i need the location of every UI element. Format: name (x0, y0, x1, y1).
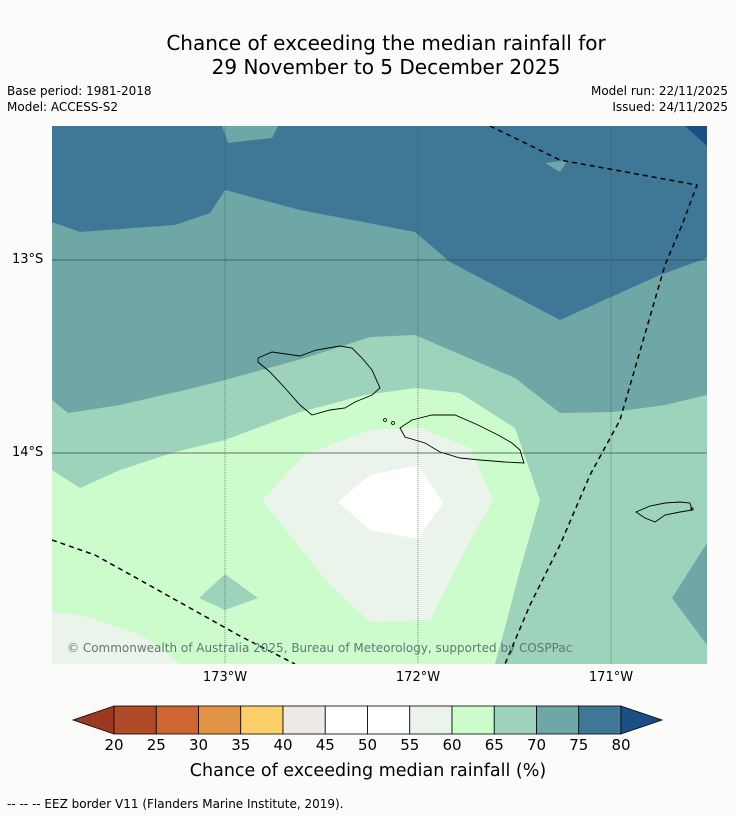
colorbar-tick-label: 35 (231, 736, 251, 754)
model-name: Model: ACCESS-S2 (7, 100, 119, 114)
island-savaii (257, 345, 381, 416)
colorbar-segment (536, 705, 580, 735)
model-run: Model run: 22/11/2025 (590, 84, 728, 98)
colorbar-segment (409, 705, 453, 735)
colorbar-tick-label: 25 (146, 736, 166, 754)
colorbar-segment (367, 705, 411, 735)
colorbar-tick-label: 60 (442, 736, 462, 754)
band-80plus (685, 126, 707, 146)
band-75-80-patch (222, 126, 278, 143)
lon-label-171w: 171°W (588, 670, 634, 685)
island-apolima (383, 418, 387, 422)
colorbar-segment (493, 705, 537, 735)
band-70-75-patch (545, 160, 568, 172)
colorbar-segment (324, 705, 368, 735)
band-55-60-corner (52, 612, 180, 664)
colorbar-extend-low (71, 705, 115, 735)
colorbar-tick-label: 50 (357, 736, 378, 754)
meta-left: Base period: 1981-2018 Model: ACCESS-S2 (7, 83, 152, 115)
map-title: Chance of exceeding the median rainfall … (0, 31, 736, 79)
colorbar-extend-high (620, 705, 664, 735)
lon-label-173w: 173°W (202, 670, 248, 685)
copyright-notice: © Commonwealth of Australia 2025, Bureau… (67, 641, 573, 655)
issued-date: Issued: 24/11/2025 (612, 100, 728, 114)
colorbar (71, 705, 664, 735)
colorbar-segment (155, 705, 199, 735)
colorbar-segment (198, 705, 242, 735)
colorbar-tick-label: 55 (400, 736, 420, 754)
colorbar-segment (451, 705, 495, 735)
colorbar-label: Chance of exceeding median rainfall (%) (189, 761, 547, 781)
colorbar-segment (113, 705, 157, 735)
island-manono (391, 421, 395, 425)
lat-label-13s: 13°S (12, 252, 44, 267)
colorbar-tick-label: 65 (484, 736, 504, 754)
colorbar-tick-label: 20 (104, 736, 124, 754)
colorbar-segment (578, 705, 622, 735)
band-75-80 (52, 126, 707, 320)
title-line-1: Chance of exceeding the median rainfall … (166, 31, 606, 55)
colorbar-tick-label: 75 (569, 736, 589, 754)
island-upolu (399, 414, 525, 464)
meta-right: Model run: 22/11/2025 Issued: 24/11/2025 (591, 83, 728, 115)
eez-border-north (489, 126, 699, 664)
title-line-2: 29 November to 5 December 2025 (211, 55, 561, 79)
lon-label-172w: 172°W (395, 670, 441, 685)
eez-legend-footer: -- -- -- EEZ border V11 (Flanders Marine… (7, 797, 344, 811)
band-50-55 (338, 465, 443, 539)
eez-border-southwest (52, 539, 296, 664)
base-period: Base period: 1981-2018 (7, 84, 152, 98)
lat-label-14s: 14°S (12, 445, 44, 460)
band-65-70-patch (199, 574, 258, 610)
colorbar-tick-label: 70 (526, 736, 547, 754)
colorbar-tick-label: 40 (273, 736, 293, 754)
colorbar-segment (240, 705, 284, 735)
colorbar-tick-label: 80 (611, 736, 631, 754)
colorbar-tick-label: 30 (188, 736, 209, 754)
colorbar-tick-label: 45 (315, 736, 335, 754)
island-aunuu (690, 507, 694, 511)
colorbar-segment (282, 705, 326, 735)
